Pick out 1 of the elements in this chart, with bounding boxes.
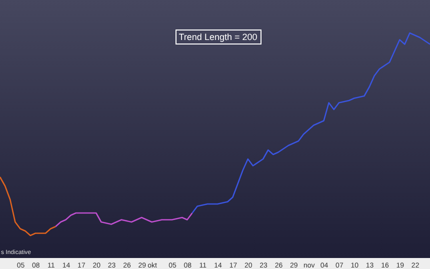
annotation: Trend Length = 200: [178, 32, 258, 42]
